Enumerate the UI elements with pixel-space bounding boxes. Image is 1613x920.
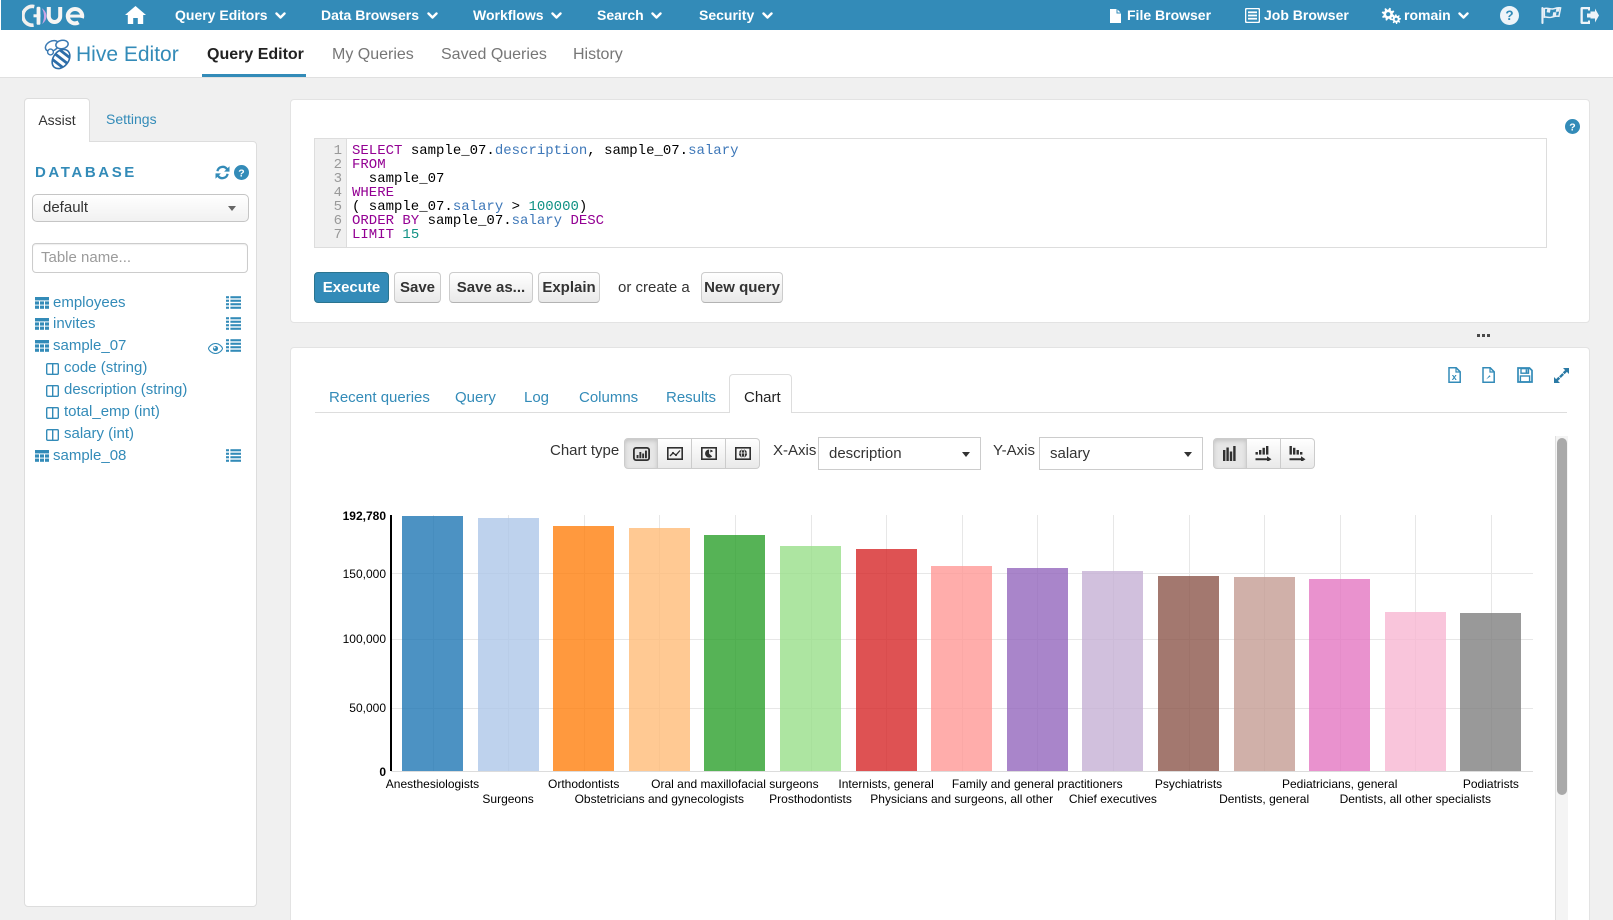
svg-text:?: ? — [1569, 122, 1575, 134]
svg-text:x: x — [1452, 372, 1457, 382]
svg-text:?: ? — [1505, 8, 1513, 23]
svg-text:?: ? — [238, 168, 244, 180]
